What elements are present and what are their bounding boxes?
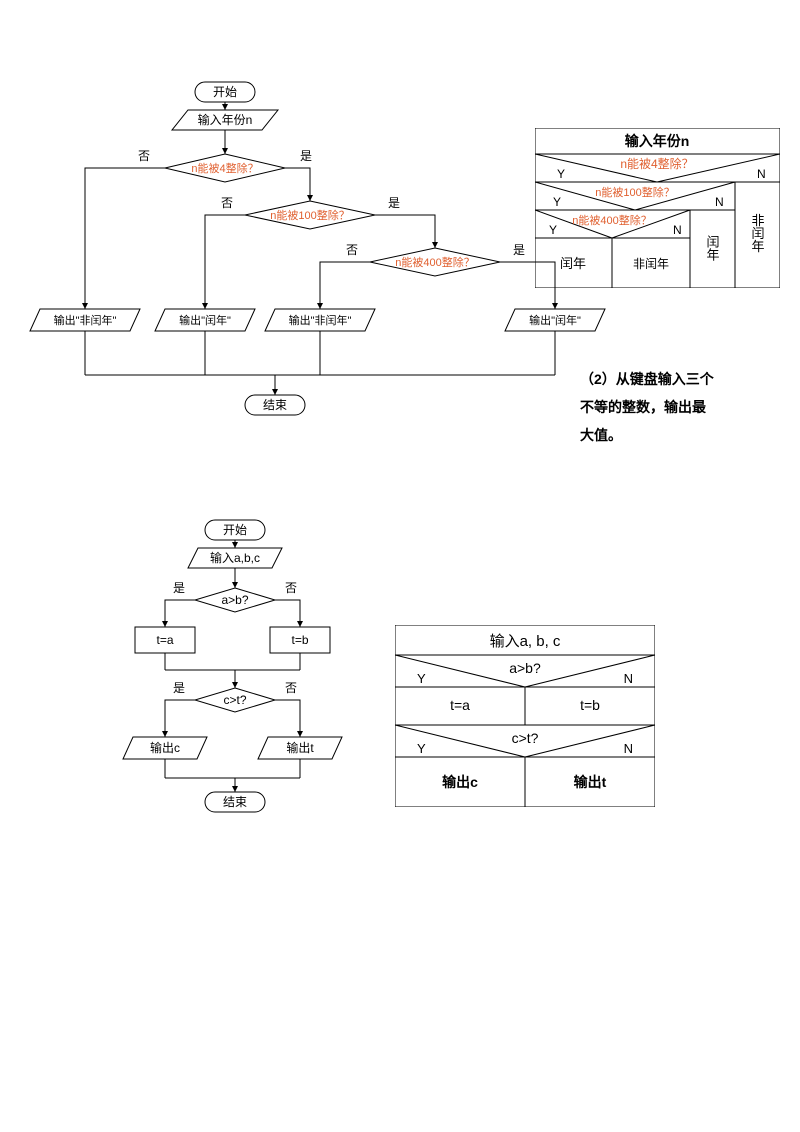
end-label: 结束: [263, 398, 287, 412]
t2-y1: Y: [417, 671, 426, 686]
ns-diagram-leap-year: 输入年份n n能被4整除？ Y N 非闰年 n能被100整除？ Y N 闰年 n…: [535, 128, 780, 288]
c2-start-label: 开始: [223, 523, 247, 537]
c2-o1-label: 输出c: [150, 740, 180, 755]
d2-yes-label: 是: [388, 196, 400, 210]
problem-text: （2）从键盘输入三个 不等的整数，输出最 大值。: [580, 365, 740, 449]
page: 开始 输入年份n n能被4整除？ 否 是 n能被100整除？ 否 是 n能被40…: [0, 0, 800, 1132]
problem-line1: （2）从键盘输入三个: [580, 371, 714, 387]
ns-diagram-max: 输入a, b, c a>b? Y N t=a t=b c>t? Y N 输出c …: [395, 625, 655, 807]
t1-n3: N: [673, 223, 682, 237]
input-label: 输入年份n: [198, 112, 253, 127]
t1-cond2: n能被100整除？: [595, 185, 674, 199]
t1-leaf4: 非闰年: [750, 214, 765, 253]
t2-cond1: a>b?: [509, 660, 541, 676]
start-label: 开始: [213, 85, 237, 99]
t2-header: 输入a, b, c: [490, 633, 561, 650]
c2-input-label: 输入a,b,c: [210, 550, 260, 565]
c2-d1-label: a>b?: [221, 593, 248, 607]
o3-label: 输出"非闰年": [289, 313, 352, 327]
d3-no-label: 否: [346, 243, 358, 257]
d1-yes-label: 是: [300, 149, 312, 163]
t1-n1: N: [757, 167, 766, 181]
c2-o2-label: 输出t: [286, 740, 314, 755]
c2-d1-no: 否: [285, 581, 297, 595]
t2-l4: 输出t: [574, 774, 607, 790]
t1-cond1: n能被4整除？: [620, 156, 693, 171]
t2-cond2: c>t?: [512, 730, 539, 746]
t1-leaf3: 闰年: [705, 235, 720, 261]
d2-no-label: 否: [221, 196, 233, 210]
t2-n2: N: [624, 741, 633, 756]
c2-d2-no: 否: [285, 681, 297, 695]
o4-label: 输出"闰年": [529, 313, 581, 327]
o1-label: 输出"非闰年": [54, 313, 117, 327]
c2-end-label: 结束: [223, 795, 247, 809]
t1-y1: Y: [557, 167, 565, 181]
d1-label: n能被4整除？: [191, 161, 258, 175]
t2-l3: 输出c: [442, 774, 478, 790]
c2-b2-label: t=b: [291, 633, 308, 647]
problem-line3: 大值。: [580, 427, 622, 443]
d3-yes-label: 是: [513, 243, 525, 257]
problem-line2: 不等的整数，输出最: [580, 399, 706, 415]
c2-d1-yes: 是: [173, 581, 185, 595]
d1-no-label: 否: [138, 149, 150, 163]
d2-label: n能被100整除？: [270, 208, 349, 222]
t1-n2: N: [715, 195, 724, 209]
t1-leaf1: 闰年: [560, 256, 586, 271]
t2-y2: Y: [417, 741, 426, 756]
t2-l2: t=b: [580, 697, 600, 713]
c2-d2-label: c>t?: [223, 693, 246, 707]
c2-d2-yes: 是: [173, 681, 185, 695]
o2-label: 输出"闰年": [179, 313, 231, 327]
t2-l1: t=a: [450, 697, 470, 713]
t1-leaf2: 非闰年: [633, 257, 669, 271]
d3-label: n能被400整除？: [395, 255, 474, 269]
t1-header: 输入年份n: [625, 133, 690, 149]
t1-y3: Y: [549, 223, 557, 237]
t1-y2: Y: [553, 195, 561, 209]
flowchart-max: 开始 输入a,b,c a>b? 是 否 t=a t=b c>t? 是 否 输出c…: [0, 500, 400, 830]
t1-cond3: n能被400整除？: [572, 213, 651, 227]
t2-n1: N: [624, 671, 633, 686]
c2-b1-label: t=a: [156, 633, 173, 647]
